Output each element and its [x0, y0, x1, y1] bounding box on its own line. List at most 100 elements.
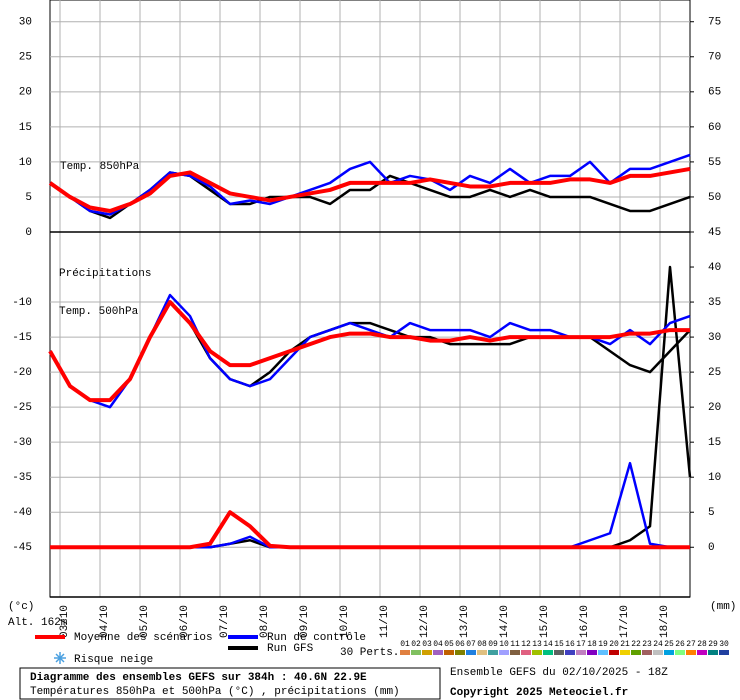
perturbation-swatch — [400, 650, 410, 655]
perturbation-label: 06 — [455, 640, 465, 649]
perturbation-label: 30 — [719, 640, 729, 649]
perturbation-swatch — [554, 650, 564, 655]
perturbation-label: 18 — [587, 640, 597, 649]
perturbation-label: 16 — [565, 640, 575, 649]
perturbation-swatch — [532, 650, 542, 655]
x-tick-label: 11/10 — [379, 605, 391, 638]
annotation: Temp. 500hPa — [59, 306, 139, 318]
perturbation-swatch — [719, 650, 729, 655]
perturbation-label: 01 — [400, 640, 410, 649]
y2-tick-label: 60 — [708, 122, 721, 134]
y2-tick-label: 45 — [708, 227, 721, 239]
perturbation-label: 20 — [609, 640, 619, 649]
perturbation-label: 29 — [708, 640, 718, 649]
perturbation-label: 03 — [422, 640, 432, 649]
perturbation-swatch — [510, 650, 520, 655]
perturbation-label: 15 — [554, 640, 564, 649]
perturbation-swatch — [609, 650, 619, 655]
perturbation-label: 28 — [697, 640, 707, 649]
x-tick-label: 10/10 — [339, 605, 351, 638]
series-line — [50, 510, 690, 550]
perturbations-label: 30 Perts. — [340, 647, 399, 659]
y2-tick-label: 30 — [708, 332, 721, 344]
x-tick-label: 12/10 — [419, 605, 431, 638]
snow-icon — [54, 652, 66, 664]
perturbation-swatch — [686, 650, 696, 655]
perturbation-swatch — [697, 650, 707, 655]
perturbation-swatch — [444, 650, 454, 655]
y2-tick-label: 15 — [708, 437, 721, 449]
y-tick-label: -35 — [12, 472, 32, 484]
y-tick-label: -40 — [12, 507, 32, 519]
y-tick-label: 30 — [19, 17, 32, 29]
perturbation-swatch — [433, 650, 443, 655]
y2-tick-label: 0 — [708, 542, 715, 554]
perturbation-swatch — [598, 650, 608, 655]
run-info: Ensemble GEFS du 02/10/2025 - 18Z — [450, 667, 668, 679]
copyright: Copyright 2025 Meteociel.fr — [450, 687, 628, 699]
y-tick-label: 5 — [25, 192, 32, 204]
footer-subtitle: Températures 850hPa et 500hPa (°C) , pré… — [30, 686, 400, 698]
y-tick-label: 0 — [25, 227, 32, 239]
perturbation-label: 22 — [631, 640, 641, 649]
perturbation-label: 09 — [488, 640, 498, 649]
perturbation-label: 11 — [510, 640, 520, 649]
perturbation-swatch — [411, 650, 421, 655]
perturbation-label: 21 — [620, 640, 630, 649]
x-tick-label: 15/10 — [539, 605, 551, 638]
y-tick-label: 15 — [19, 122, 32, 134]
x-tick-label: 08/10 — [259, 605, 271, 638]
perturbation-swatch — [587, 650, 597, 655]
perturbation-swatch — [488, 650, 498, 655]
series-line — [49, 153, 691, 216]
perturbation-label: 13 — [532, 640, 542, 649]
perturbation-swatch — [631, 650, 641, 655]
series-line — [48, 300, 690, 403]
altitude: Alt. 162m — [8, 617, 68, 629]
perturbation-label: 12 — [521, 640, 531, 649]
y-tick-label: 25 — [19, 52, 32, 64]
perturbation-label: 24 — [653, 640, 663, 649]
perturbation-label: 14 — [543, 640, 553, 649]
perturbation-label: 02 — [411, 640, 421, 649]
annotation: Précipitations — [59, 268, 151, 280]
x-tick-label: 09/10 — [299, 605, 311, 638]
perturbation-swatch — [664, 650, 674, 655]
perturbation-label: 26 — [675, 640, 685, 649]
perturbation-label: 04 — [433, 640, 443, 649]
y2-tick-label: 75 — [708, 17, 721, 29]
perturbation-swatch — [499, 650, 509, 655]
perturbation-label: 07 — [466, 640, 476, 649]
perturbation-swatch — [521, 650, 531, 655]
x-tick-label: 13/10 — [459, 605, 471, 638]
y-tick-label: -25 — [12, 402, 32, 414]
x-tick-label: 14/10 — [499, 605, 511, 638]
perturbation-swatch — [620, 650, 630, 655]
y2-unit: (mm) — [710, 601, 736, 613]
x-tick-label: 05/10 — [139, 605, 151, 638]
x-tick-label: 03/10 — [59, 605, 71, 638]
y2-tick-label: 5 — [708, 507, 715, 519]
y-tick-label: -45 — [12, 542, 32, 554]
y-tick-label: -15 — [12, 332, 32, 344]
x-tick-label: 16/10 — [579, 605, 591, 638]
perturbation-swatch — [576, 650, 586, 655]
perturbation-label: 05 — [444, 640, 454, 649]
perturbation-swatch — [642, 650, 652, 655]
y2-tick-label: 40 — [708, 262, 721, 274]
x-tick-label: 06/10 — [179, 605, 191, 638]
y2-tick-label: 10 — [708, 472, 721, 484]
x-tick-label: 07/10 — [219, 605, 231, 638]
x-tick-label: 18/10 — [659, 605, 671, 638]
perturbation-swatch — [565, 650, 575, 655]
perturbation-label: 10 — [499, 640, 509, 649]
y-tick-label: -30 — [12, 437, 32, 449]
y2-tick-label: 70 — [708, 52, 721, 64]
y-tick-label: 20 — [19, 87, 32, 99]
y2-tick-label: 50 — [708, 192, 721, 204]
perturbation-label: 27 — [686, 640, 696, 649]
y-unit: (°c) — [8, 601, 34, 613]
perturbation-label: 23 — [642, 640, 652, 649]
legend-label: Run GFS — [267, 643, 314, 655]
legend-label: Moyenne des scénarios — [74, 632, 213, 644]
